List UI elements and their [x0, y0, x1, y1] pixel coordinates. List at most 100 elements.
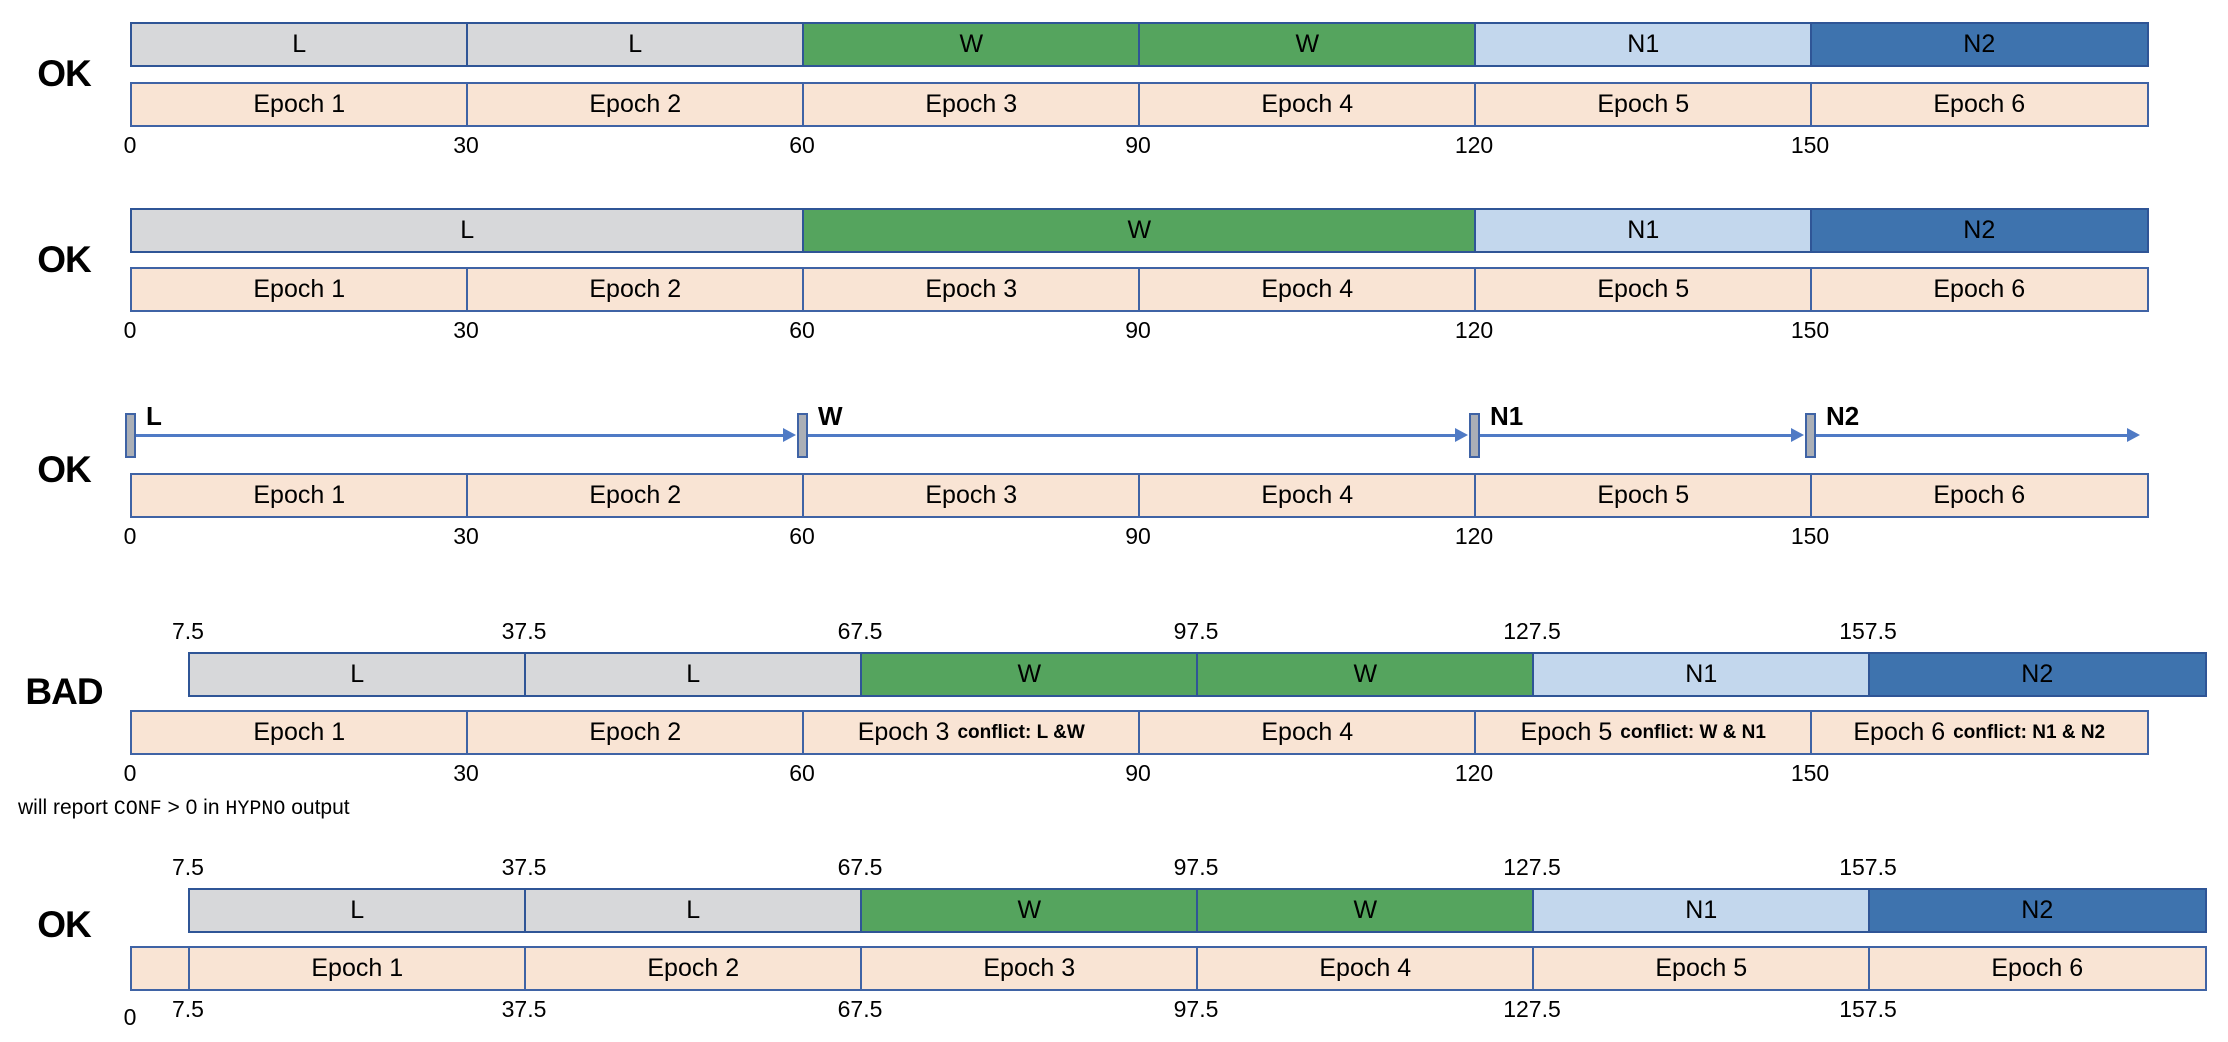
stage-marker-w [796, 413, 808, 458]
axis-tick-label: 150 [1790, 317, 1830, 343]
stage-segment-n2: N2 [1868, 652, 2207, 697]
verdict-label: BAD [25, 671, 103, 712]
marker-label-w: W [818, 401, 843, 431]
epoch-label: Epoch 5 [1597, 275, 1690, 303]
timeline-arrow [136, 434, 783, 437]
epoch-cell: Epoch 1 [130, 267, 469, 312]
epoch-label: Epoch 1 [253, 90, 346, 118]
axis-tick-label: 120 [1454, 132, 1494, 158]
epoch-cell: Epoch 6 [1868, 946, 2207, 991]
conflict-label: conflict: N1 & N2 [1953, 721, 2106, 743]
epoch-label: Epoch 4 [1319, 954, 1412, 982]
axis-tick-label: 90 [1125, 523, 1151, 549]
epoch-label: Epoch 3 [857, 718, 950, 746]
note-part: output [285, 796, 350, 819]
epoch-cell: Epoch 4 [1138, 267, 1477, 312]
epoch-label: Epoch 3 [925, 481, 1018, 509]
epoch-label: Epoch 6 [1853, 718, 1946, 746]
epoch-cell: Epoch 2 [466, 267, 805, 312]
stage-segment-w: W [1196, 888, 1535, 933]
stage-segment-n2: N2 [1810, 22, 2149, 67]
epoch-label: Epoch 5 [1597, 481, 1690, 509]
epoch-cell: Epoch 5 [1474, 267, 1813, 312]
stage-segment-l: L [130, 22, 469, 67]
epoch-label: Epoch 2 [589, 718, 682, 746]
epoch-label: Epoch 6 [1933, 275, 2026, 303]
stage-segment-w: W [1138, 22, 1477, 67]
epoch-label: Epoch 2 [589, 481, 682, 509]
epoch-label: Epoch 6 [1933, 90, 2026, 118]
top-axis-tick-label: 7.5 [172, 618, 204, 644]
top-axis-tick-label: 157.5 [1839, 854, 1897, 880]
stage-segment-w: W [802, 22, 1141, 67]
epoch-cell: Epoch 2 [524, 946, 863, 991]
epoch-cell: Epoch 6 conflict: N1 & N2 [1810, 710, 2149, 755]
epoch-cell: Epoch 6 [1810, 267, 2149, 312]
arrow-head-icon [1455, 427, 1468, 442]
marker-label-n1: N1 [1490, 401, 1524, 431]
epoch-cell: Epoch 3 [860, 946, 1199, 991]
stage-marker-l [124, 413, 136, 458]
epoch-label: Epoch 1 [253, 275, 346, 303]
epoch-cell: Epoch 4 [1138, 473, 1477, 518]
arrow-head-icon [2127, 427, 2140, 442]
note-part: will report [18, 796, 114, 819]
stage-marker-n1 [1468, 413, 1480, 458]
axis-tick-label: 90 [1125, 760, 1151, 786]
axis-tick-label: 90 [1125, 132, 1151, 158]
epoch-label: Epoch 3 [925, 90, 1018, 118]
verdict-label: OK [37, 239, 92, 280]
axis-tick-label: 0 [123, 523, 137, 549]
axis-tick-label: 0 [123, 317, 137, 343]
epoch-cell: Epoch 6 [1810, 82, 2149, 127]
note-code-hypno: HYPNO [225, 798, 286, 821]
top-axis-tick-label: 67.5 [837, 854, 883, 880]
top-axis-tick-label: 67.5 [837, 618, 883, 644]
stage-segment-w: W [1196, 652, 1535, 697]
axis-tick-label: 120 [1454, 317, 1494, 343]
epoch-cell: Epoch 4 [1138, 82, 1477, 127]
timeline-arrow [808, 434, 1455, 437]
axis-tick-label: 0 [123, 760, 137, 786]
axis-tick-label: 7.5 [172, 996, 204, 1022]
axis-tick-label: 30 [453, 317, 479, 343]
epoch-cell: Epoch 5 [1532, 946, 1871, 991]
top-axis-tick-label: 127.5 [1503, 618, 1561, 644]
note-text: will report CONF > 0 in HYPNO output [18, 796, 350, 821]
axis-tick-label: 60 [789, 132, 815, 158]
stage-segment-l: L [466, 22, 805, 67]
epoch-cell: Epoch 1 [130, 82, 469, 127]
epoch-label: Epoch 2 [647, 954, 740, 982]
axis-tick-label: 150 [1790, 523, 1830, 549]
epoch-cell: Epoch 1 [130, 710, 469, 755]
axis-tick-label: 97.5 [1173, 996, 1219, 1022]
epoch-label: Epoch 5 [1520, 718, 1613, 746]
epoch-label: Epoch 2 [589, 90, 682, 118]
stage-segment-l: L [188, 652, 527, 697]
note-code-conf: CONF [113, 798, 162, 821]
stage-segment-n1: N1 [1474, 208, 1813, 253]
epoch-cell: Epoch 3 [802, 267, 1141, 312]
epoch-cell: Epoch 4 [1138, 710, 1477, 755]
verdict-label: OK [37, 449, 92, 490]
stage-segment-n1: N1 [1532, 888, 1871, 933]
epoch-label: Epoch 5 [1655, 954, 1748, 982]
epoch-cell: Epoch 2 [466, 82, 805, 127]
epoch-label: Epoch 2 [589, 275, 682, 303]
conflict-label: conflict: L &W [957, 721, 1085, 743]
top-axis-tick-label: 97.5 [1173, 618, 1219, 644]
axis-tick-label: 30 [453, 760, 479, 786]
epoch-cell: Epoch 3 [802, 473, 1141, 518]
axis-tick-label: 60 [789, 317, 815, 343]
epoch-label: Epoch 5 [1597, 90, 1690, 118]
top-axis-tick-label: 37.5 [501, 618, 547, 644]
epoch-label: Epoch 6 [1991, 954, 2084, 982]
stage-segment-w: W [860, 652, 1199, 697]
axis-tick-label: 30 [453, 132, 479, 158]
top-axis-tick-label: 157.5 [1839, 618, 1897, 644]
